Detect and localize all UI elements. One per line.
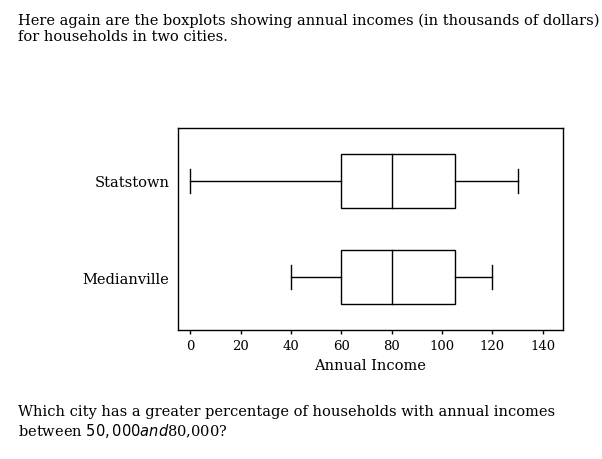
Text: Which city has a greater percentage of households with annual incomes
between $5: Which city has a greater percentage of h…: [18, 404, 555, 439]
Bar: [341, 155, 455, 208]
Text: Here again are the boxplots showing annual incomes (in thousands of dollars)
for: Here again are the boxplots showing annu…: [18, 14, 600, 45]
Bar: [341, 251, 455, 304]
X-axis label: Annual Income: Annual Income: [314, 358, 426, 372]
